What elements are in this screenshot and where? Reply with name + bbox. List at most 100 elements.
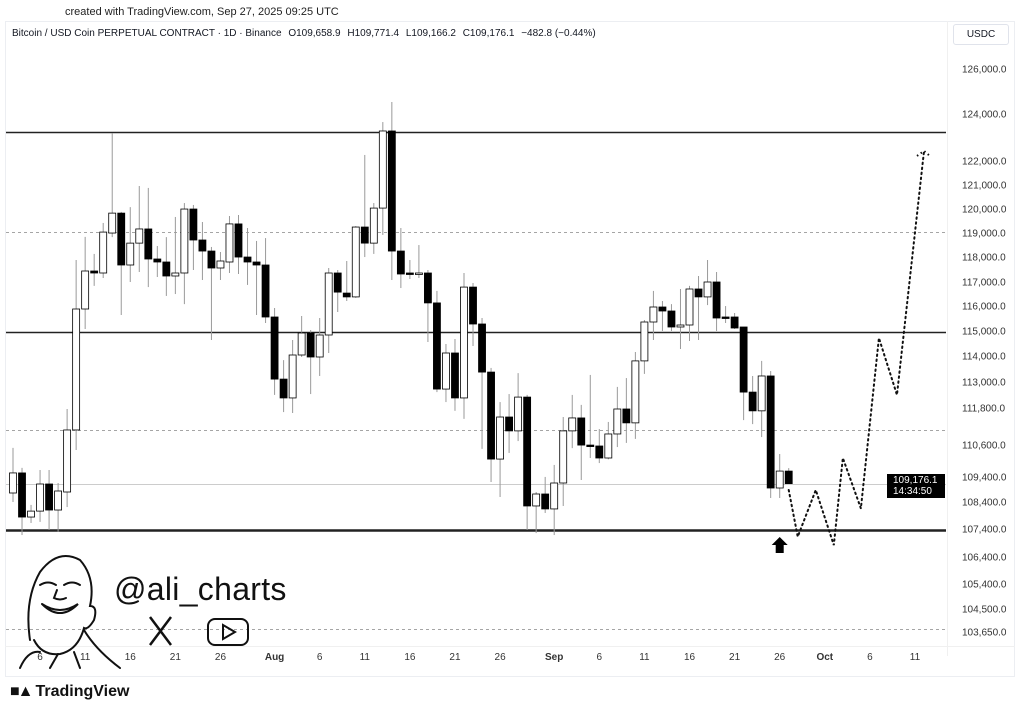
candle[interactable]	[90, 253, 99, 286]
candle[interactable]	[514, 373, 523, 442]
candle[interactable]	[162, 237, 171, 296]
candle[interactable]	[126, 207, 135, 282]
candle[interactable]	[676, 289, 685, 349]
candle[interactable]	[234, 215, 243, 274]
candle[interactable]	[369, 203, 378, 254]
candle[interactable]	[405, 260, 414, 279]
candle[interactable]	[478, 318, 486, 449]
candle[interactable]	[604, 421, 613, 460]
candle[interactable]	[685, 285, 694, 341]
candle[interactable]	[649, 290, 658, 340]
candle[interactable]	[9, 447, 17, 502]
x-logo-icon[interactable]	[149, 616, 172, 646]
candle[interactable]	[81, 236, 90, 329]
candle[interactable]	[739, 326, 748, 421]
arrow-up-icon[interactable]	[771, 537, 788, 553]
candle[interactable]	[496, 402, 504, 497]
candle[interactable]	[117, 211, 126, 315]
candle[interactable]	[712, 272, 721, 331]
candle[interactable]	[694, 276, 703, 340]
candle[interactable]	[396, 228, 405, 289]
candle[interactable]	[54, 483, 62, 532]
candle[interactable]	[414, 245, 423, 278]
candle-body	[541, 493, 550, 510]
currency-button[interactable]: USDC	[953, 24, 1009, 45]
candle[interactable]	[207, 246, 216, 340]
candle[interactable]	[757, 360, 766, 438]
youtube-icon[interactable]	[207, 618, 249, 646]
candle[interactable]	[27, 504, 35, 523]
candle[interactable]	[703, 260, 712, 306]
candle[interactable]	[577, 404, 586, 480]
candle[interactable]	[451, 339, 459, 411]
candle[interactable]	[279, 360, 288, 413]
candle[interactable]	[487, 367, 495, 482]
candle[interactable]	[550, 464, 559, 536]
candle[interactable]	[424, 270, 432, 342]
candle[interactable]	[72, 260, 81, 450]
candle[interactable]	[180, 203, 189, 305]
candle[interactable]	[766, 371, 775, 498]
candle[interactable]	[613, 386, 622, 448]
candle[interactable]	[297, 316, 306, 357]
candle[interactable]	[18, 467, 26, 536]
candle[interactable]	[442, 344, 450, 403]
candle-body	[405, 272, 414, 275]
candle[interactable]	[595, 429, 604, 464]
candle[interactable]	[559, 417, 568, 506]
candle[interactable]	[523, 394, 532, 530]
candle[interactable]	[243, 228, 252, 285]
candle[interactable]	[748, 375, 757, 425]
candle[interactable]	[640, 320, 649, 374]
candle[interactable]	[99, 222, 108, 278]
candle[interactable]	[306, 330, 315, 395]
candle[interactable]	[469, 283, 477, 346]
candle[interactable]	[568, 394, 577, 449]
candle[interactable]	[45, 470, 53, 530]
candle[interactable]	[631, 352, 640, 439]
candle[interactable]	[225, 216, 234, 273]
candle[interactable]	[667, 304, 676, 331]
candle-body	[126, 242, 135, 266]
candle[interactable]	[324, 268, 333, 353]
candle[interactable]	[586, 374, 595, 458]
candle[interactable]	[261, 238, 270, 323]
candle[interactable]	[342, 261, 351, 301]
candle[interactable]	[532, 492, 541, 534]
candle[interactable]	[252, 240, 261, 315]
candle[interactable]	[36, 470, 44, 522]
candle[interactable]	[658, 301, 667, 331]
candle[interactable]	[63, 409, 72, 508]
candle[interactable]	[360, 154, 369, 258]
candle[interactable]	[144, 187, 153, 288]
candle[interactable]	[189, 204, 198, 270]
candle[interactable]	[433, 290, 441, 393]
candle[interactable]	[387, 101, 396, 280]
candle[interactable]	[378, 122, 387, 235]
candle-body	[81, 270, 90, 310]
projection-path[interactable]	[787, 149, 926, 546]
candle[interactable]	[270, 308, 279, 395]
candle[interactable]	[171, 216, 180, 295]
candle[interactable]	[775, 454, 784, 498]
candle[interactable]	[153, 246, 162, 277]
candle[interactable]	[315, 318, 324, 376]
candle[interactable]	[505, 394, 514, 453]
candle[interactable]	[135, 186, 144, 272]
candle-body	[685, 288, 694, 326]
candle[interactable]	[198, 222, 207, 280]
symbol-title[interactable]: Bitcoin / USD Coin PERPETUAL CONTRACT · …	[12, 28, 282, 39]
tradingview-brand[interactable]: ■▲ TradingView	[10, 683, 129, 701]
candle[interactable]	[351, 226, 360, 298]
candle[interactable]	[288, 340, 297, 414]
candle[interactable]	[108, 133, 117, 238]
candle[interactable]	[622, 378, 631, 443]
candle[interactable]	[216, 252, 225, 280]
candle[interactable]	[541, 476, 550, 513]
candle[interactable]	[721, 306, 730, 323]
candle[interactable]	[784, 468, 793, 484]
candle[interactable]	[730, 313, 739, 329]
candle[interactable]	[333, 270, 342, 312]
candle[interactable]	[460, 273, 468, 419]
